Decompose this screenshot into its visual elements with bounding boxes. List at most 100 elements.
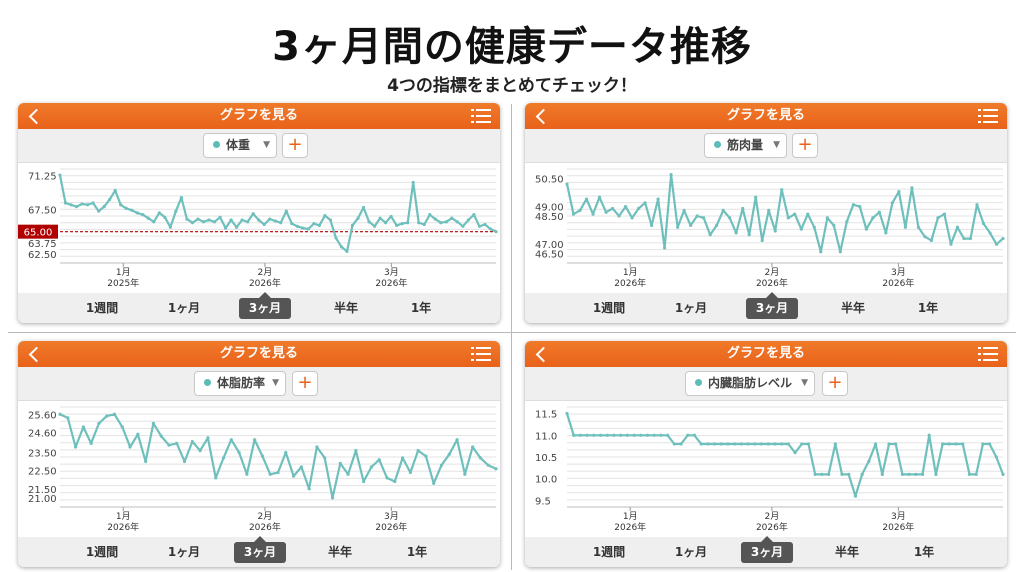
data-point: [257, 218, 261, 222]
menu-list-icon[interactable]: [978, 109, 998, 123]
period-tab[interactable]: 3ヶ月: [234, 536, 286, 563]
metric-dropdown[interactable]: 体重 ▼: [203, 133, 277, 158]
period-tab[interactable]: 1ヶ月: [674, 545, 708, 559]
data-point: [339, 245, 344, 249]
data-point: [416, 449, 420, 453]
period-tab[interactable]: 1年: [917, 301, 939, 315]
data-point: [58, 173, 62, 177]
add-metric-button[interactable]: +: [822, 371, 848, 396]
period-tab[interactable]: 3ヶ月: [239, 292, 291, 319]
data-point: [424, 454, 428, 458]
y-tick-label: 21.00: [28, 494, 57, 505]
data-point: [605, 433, 609, 437]
data-point: [820, 472, 824, 476]
menu-list-icon[interactable]: [471, 347, 491, 361]
add-metric-button[interactable]: +: [292, 371, 318, 396]
metric-dropdown[interactable]: 筋肉量 ▼: [704, 133, 787, 158]
back-arrow-icon[interactable]: [533, 345, 551, 363]
period-tab[interactable]: 1ヶ月: [167, 301, 201, 315]
data-point: [639, 433, 643, 437]
back-arrow-icon[interactable]: [26, 345, 44, 363]
data-point: [136, 432, 140, 436]
back-arrow-icon[interactable]: [533, 107, 551, 125]
back-arrow-icon[interactable]: [26, 107, 44, 125]
target-label: 65.00: [24, 228, 53, 239]
data-point: [251, 212, 255, 216]
data-point: [632, 433, 636, 437]
period-tab[interactable]: 1ヶ月: [167, 545, 201, 559]
header-title: グラフを見る: [219, 108, 298, 123]
x-tick-year: 2026年: [882, 277, 914, 289]
period-tab[interactable]: 1週間: [85, 545, 119, 559]
period-tab[interactable]: 1週間: [592, 545, 626, 559]
data-point: [367, 220, 371, 224]
menu-list-icon[interactable]: [978, 347, 998, 361]
grid: [60, 168, 496, 264]
metric-label: 体脂肪率: [217, 376, 266, 390]
period-tab[interactable]: 1年: [410, 301, 432, 315]
data-point: [955, 225, 960, 229]
add-metric-button[interactable]: +: [282, 133, 308, 158]
y-tick-label: 71.25: [28, 172, 57, 183]
metric-dropdown[interactable]: 体脂肪率 ▼: [194, 371, 286, 396]
data-point: [682, 208, 686, 212]
period-tab[interactable]: 半年: [834, 545, 859, 559]
data-point: [428, 213, 432, 217]
data-point: [163, 215, 167, 219]
period-tab[interactable]: 半年: [333, 301, 358, 315]
data-point: [295, 224, 299, 228]
period-tab[interactable]: 1ヶ月: [674, 301, 708, 315]
metric-dropdown[interactable]: 内臓脂肪レベル ▼: [685, 371, 815, 396]
data-point: [897, 189, 901, 194]
period-tab[interactable]: 3ヶ月: [746, 292, 798, 319]
panel-header: グラフを見る: [525, 103, 1007, 129]
data-point: [903, 225, 907, 229]
period-tab[interactable]: 1週間: [592, 301, 626, 315]
data-point: [268, 472, 272, 476]
data-point: [237, 450, 241, 455]
data-point: [825, 216, 829, 220]
data-point: [739, 442, 743, 446]
data-point: [813, 472, 817, 476]
data-point: [85, 203, 90, 207]
data-point: [689, 223, 693, 227]
graph-panel-4: グラフを見る 内臓脂肪レベル ▼ + 11.5 11.0 10.5 10.0 9.5 1月 2…: [525, 341, 1007, 567]
data-point: [733, 442, 737, 446]
grid: [567, 168, 1003, 264]
data-point: [323, 213, 327, 218]
period-tab[interactable]: 3ヶ月: [741, 536, 793, 563]
x-tick-year: 2026年: [249, 277, 281, 289]
data-point: [494, 230, 498, 234]
data-point: [214, 476, 218, 480]
x-tick-month: 2月: [765, 267, 780, 278]
period-tab[interactable]: 1週間: [85, 301, 119, 315]
data-point: [290, 222, 294, 226]
y-tick-label: 9.5: [535, 496, 551, 507]
data-point: [812, 225, 816, 229]
data-point: [572, 433, 576, 437]
graph-panel-2: グラフを見る 筋肉量 ▼ + 50.50 49.00 48.50 47.00 46.50 1…: [525, 103, 1007, 323]
data-point: [455, 438, 459, 442]
data-point: [643, 201, 647, 205]
data-point: [174, 209, 178, 213]
data-point: [578, 433, 583, 437]
data-point: [291, 474, 296, 478]
period-tab[interactable]: 半年: [840, 301, 865, 315]
data-point: [207, 218, 211, 222]
data-point: [773, 229, 777, 233]
horizontal-divider: [8, 332, 1016, 333]
data-point: [625, 433, 629, 437]
data-point: [741, 206, 745, 211]
data-point: [463, 472, 467, 476]
data-point: [981, 442, 985, 446]
data-point: [69, 203, 73, 207]
period-tab[interactable]: 半年: [327, 545, 352, 559]
add-metric-button[interactable]: +: [792, 133, 818, 158]
period-tab[interactable]: 1年: [406, 545, 428, 559]
data-point: [262, 222, 266, 227]
period-tab[interactable]: 1年: [913, 545, 935, 559]
line-chart: 50.5049.0048.5047.0046.501月2026年2月2026年3…: [525, 163, 1007, 293]
metric-selector-row: 内臓脂肪レベル ▼ +: [525, 367, 1007, 401]
y-tick-label: 49.00: [535, 203, 564, 214]
menu-list-icon[interactable]: [471, 109, 491, 123]
